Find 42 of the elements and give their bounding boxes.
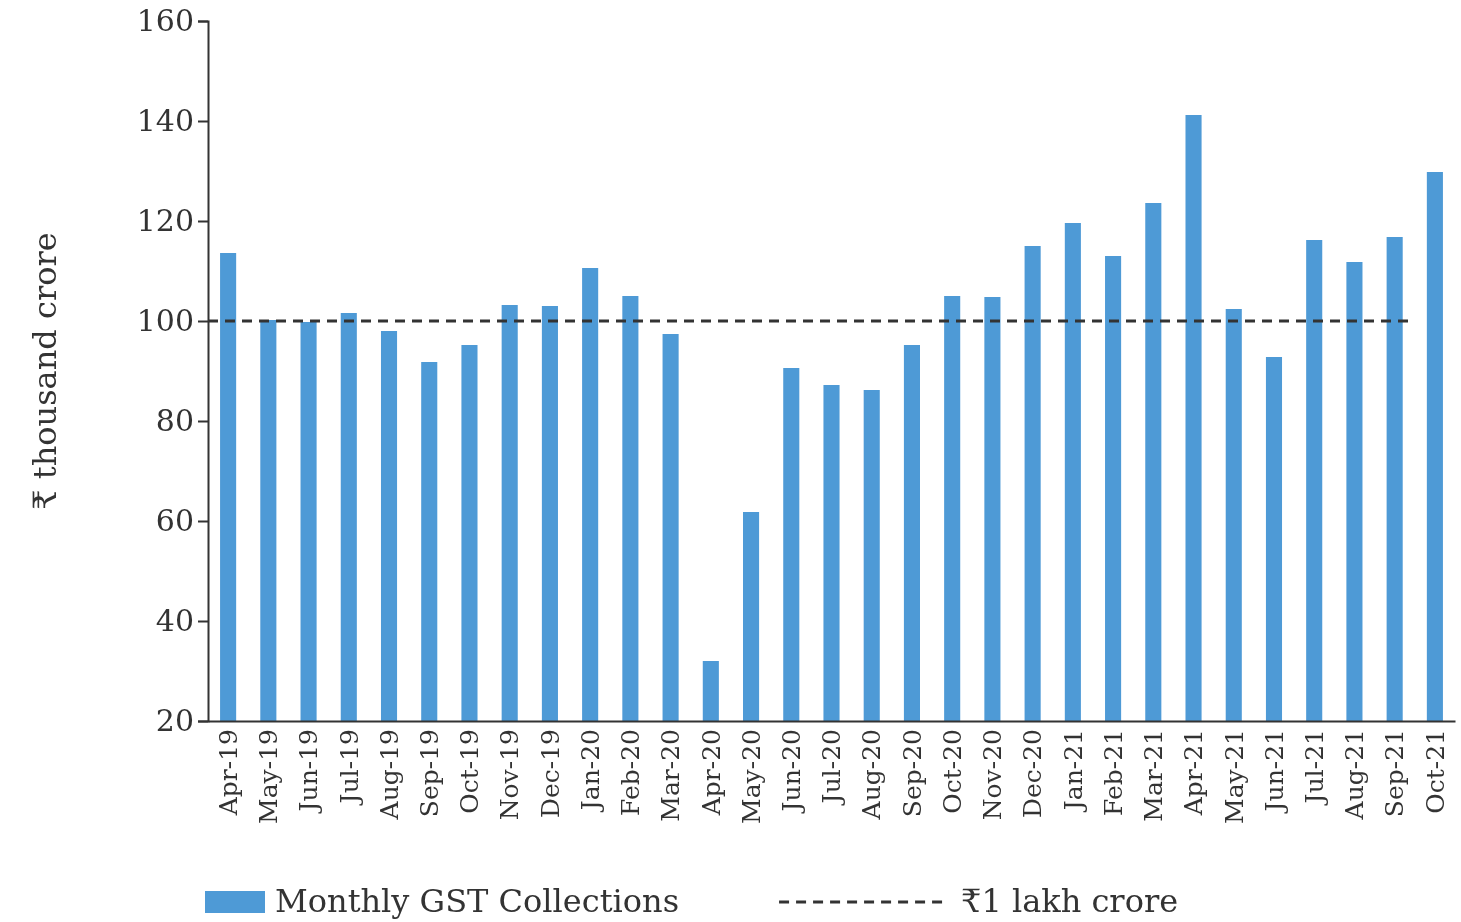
- x-tick-label: Mar-21: [1139, 729, 1169, 822]
- x-tick-label: Jul-21: [1299, 729, 1329, 807]
- y-tick-label: 40: [155, 603, 194, 639]
- x-tick-label: Mar-20: [656, 729, 686, 822]
- x-tick-label: Aug-19: [374, 729, 404, 821]
- x-tick-label: Aug-21: [1340, 729, 1370, 821]
- x-tick-label: May-20: [736, 729, 766, 824]
- x-tick-label: Dec-20: [1018, 729, 1048, 819]
- x-tick-label: Oct-21: [1420, 729, 1450, 814]
- x-tick-label: Jun-19: [294, 729, 324, 815]
- y-tick-label: 160: [136, 3, 194, 39]
- y-tick-label: 120: [136, 203, 194, 239]
- x-tick-label: Jan-21: [1058, 729, 1088, 814]
- x-tick-label: Feb-20: [616, 729, 646, 817]
- y-tick-label: 140: [136, 103, 194, 139]
- x-tick-label: May-19: [254, 729, 284, 824]
- legend-label: Monthly GST Collections: [275, 882, 680, 920]
- x-tick-label: Apr-20: [696, 729, 726, 817]
- x-tick-label: Oct-20: [937, 729, 967, 814]
- x-tick-label: Feb-21: [1098, 729, 1128, 817]
- y-tick-label: 80: [155, 403, 194, 439]
- y-axis-title: ₹ thousand crore: [26, 232, 64, 510]
- x-tick-label: Jan-20: [575, 729, 605, 814]
- x-tick-label: Jul-19: [334, 729, 364, 807]
- y-tick-label: 20: [155, 703, 194, 739]
- ref-line-label: ₹1 lakh crore: [961, 882, 1179, 920]
- x-tick-label: Sep-20: [897, 729, 927, 818]
- x-tick-label: Aug-20: [857, 729, 887, 821]
- y-tick-label: 100: [136, 303, 194, 339]
- x-tick-label: Sep-21: [1380, 729, 1410, 818]
- x-tick-label: May-21: [1219, 729, 1249, 824]
- x-tick-label: Apr-21: [1179, 729, 1209, 817]
- x-tick-label: Sep-19: [414, 729, 444, 818]
- x-tick-label: Oct-19: [455, 729, 485, 814]
- x-tick-label: Jun-21: [1259, 729, 1289, 815]
- x-tick-label: Jun-20: [777, 729, 807, 815]
- x-tick-label: Nov-19: [495, 729, 525, 821]
- x-tick-label: Jul-20: [817, 729, 847, 807]
- x-tick-label: Dec-19: [535, 729, 565, 819]
- x-tick-label: Nov-20: [978, 729, 1008, 821]
- y-tick-label: 60: [155, 503, 194, 539]
- x-tick-label: Apr-19: [213, 729, 243, 817]
